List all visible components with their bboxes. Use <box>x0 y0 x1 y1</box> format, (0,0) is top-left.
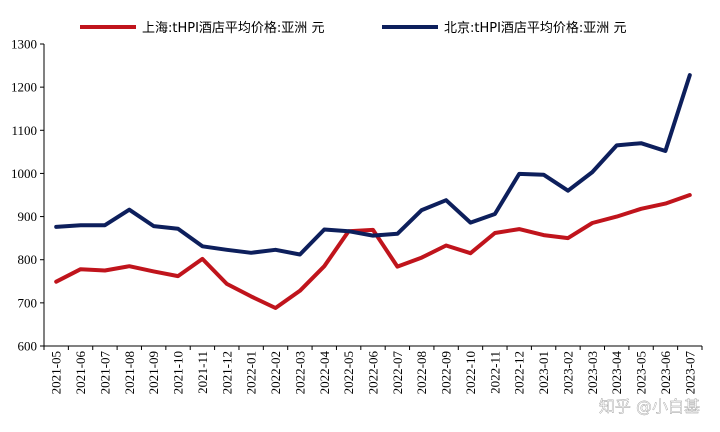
series-line-shanghai <box>54 193 692 310</box>
x-tick-label: 2023-05 <box>634 351 649 394</box>
x-tick-label: 2022-03 <box>292 351 307 394</box>
x-tick-label: 2021-10 <box>171 351 186 394</box>
x-tick-label: 2022-09 <box>439 351 454 394</box>
legend: 上海:tHPI酒店平均价格:亚洲 元 北京:tHPI酒店平均价格:亚洲 元 <box>80 20 626 36</box>
y-tick-label: 900 <box>18 209 38 224</box>
legend-label: 北京:tHPI酒店平均价格:亚洲 元 <box>444 20 626 36</box>
x-tick-label: 2023-02 <box>560 351 575 394</box>
y-tick-label: 1100 <box>11 123 37 138</box>
x-tick-label: 2021-05 <box>49 351 64 394</box>
x-tick-label: 2023-01 <box>536 351 551 394</box>
x-tick-label: 2021-09 <box>146 351 161 394</box>
x-tick-label: 2022-12 <box>512 351 527 394</box>
x-tick-label: 2022-11 <box>487 351 502 394</box>
y-tick-label: 700 <box>18 295 38 310</box>
x-tick-label: 2023-06 <box>658 351 673 395</box>
x-tick-label: 2022-06 <box>366 351 381 395</box>
x-tick-label: 2021-12 <box>219 351 234 394</box>
x-tick-label: 2021-06 <box>73 351 88 395</box>
x-tick-label: 2023-03 <box>585 351 600 394</box>
x-tick-label: 2021-11 <box>195 351 210 394</box>
x-tick-label: 2022-04 <box>317 351 332 395</box>
x-tick-label: 2022-07 <box>390 351 405 395</box>
legend-label: 上海:tHPI酒店平均价格:亚洲 元 <box>142 20 324 36</box>
x-tick-label: 2022-02 <box>268 351 283 394</box>
axes: 600 700 800 900 1000 1100 1200 1300 2021-05 2021-… <box>11 37 703 395</box>
x-tick-label: 2023-04 <box>609 351 624 395</box>
y-tick-label: 800 <box>18 252 38 267</box>
watermark: 知乎 @小白基 <box>599 397 700 416</box>
watermark-text: 知乎 @小白基 <box>599 397 700 416</box>
y-tick-label: 1200 <box>11 80 37 95</box>
x-tick-label: 2021-08 <box>122 351 137 394</box>
x-tick-label: 2022-08 <box>414 351 429 394</box>
x-tick-label: 2022-01 <box>244 351 259 394</box>
series-line-beijing <box>54 73 692 257</box>
y-tick-label: 1000 <box>11 166 37 181</box>
series-lines <box>54 73 692 310</box>
x-tick-label: 2022-10 <box>463 351 478 394</box>
x-tick-label: 2021-07 <box>97 351 112 395</box>
y-tick-label: 1300 <box>11 37 37 52</box>
y-tick-label: 600 <box>18 339 38 354</box>
x-tick-label: 2022-05 <box>341 351 356 394</box>
x-tick-label: 2023-07 <box>682 351 697 395</box>
